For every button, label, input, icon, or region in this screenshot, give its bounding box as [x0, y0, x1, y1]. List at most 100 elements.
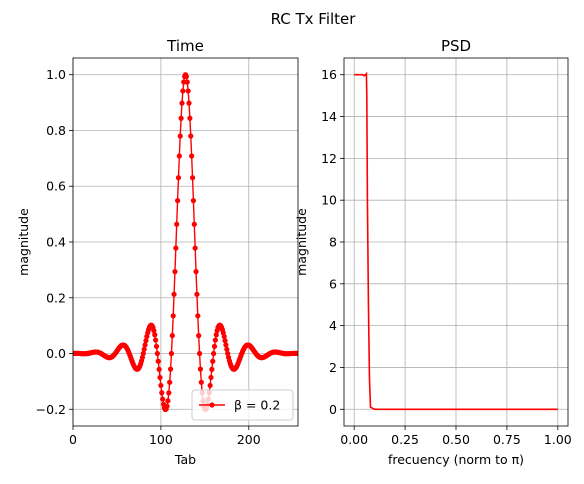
y-tick-label-4: 8	[329, 235, 337, 250]
data-point-142	[195, 313, 201, 319]
y-tick-label-3: 0.4	[46, 235, 66, 250]
data-point-92	[151, 327, 157, 334]
data-point-256	[295, 350, 298, 357]
x-tick-label-0: 0	[69, 432, 77, 447]
y-tick-label-5: 10	[321, 193, 337, 208]
data-point-110	[167, 379, 173, 385]
y-tick-label-2: 4	[329, 318, 337, 333]
data-point-96	[154, 350, 160, 357]
data-point-133	[187, 115, 193, 121]
data-point-80	[140, 350, 146, 357]
y-tick-label-8: 16	[321, 67, 337, 82]
data-point-79	[139, 354, 146, 361]
x-axis-label: Tab	[174, 452, 196, 467]
y-tick-label-6: 1.0	[46, 67, 66, 82]
data-point-95	[153, 343, 160, 349]
panel-title: PSD	[441, 37, 471, 55]
data-point-94	[153, 337, 159, 343]
data-point-81	[141, 346, 147, 352]
data-point-145	[197, 366, 204, 372]
data-point-100	[158, 382, 164, 389]
legend-label: β = 0.2	[234, 398, 280, 413]
x-tick-label-1: 100	[149, 432, 173, 447]
data-point-97	[155, 358, 161, 364]
data-point-136	[189, 175, 196, 181]
data-point-114	[170, 313, 176, 319]
data-point-132	[186, 100, 192, 106]
legend-box	[191, 389, 294, 421]
y-tick-label-0: −0.2	[36, 402, 66, 417]
data-point-161	[211, 343, 218, 349]
time-plot: 0 100 200 −0.2 0.0 0.2 0.4 0.6 0.8 1.0 Time Tab magn…	[16, 37, 299, 467]
data-point-111	[167, 366, 174, 372]
data-point-83	[143, 338, 149, 344]
data-point-82	[142, 342, 148, 348]
x-tick-label-4: 1.00	[544, 432, 572, 447]
data-point-156	[207, 382, 213, 389]
y-tick-label-3: 6	[329, 276, 337, 291]
data-point-146	[198, 379, 204, 385]
figure-suptitle: RC Tx Filter	[271, 10, 357, 28]
x-tick-label-0: 0.00	[340, 432, 368, 447]
data-point-163	[213, 332, 219, 338]
data-point-141	[194, 291, 200, 297]
panel-title: Time	[166, 37, 204, 55]
data-point-175	[224, 346, 230, 352]
data-point-176	[225, 350, 231, 357]
data-point-122	[177, 133, 183, 139]
data-point-112	[168, 350, 175, 357]
data-point-116	[172, 269, 178, 275]
y-tick-label-5: 0.8	[46, 123, 66, 138]
data-point-99	[157, 374, 163, 381]
data-point-143	[196, 333, 202, 339]
plot-frame	[72, 57, 299, 427]
psd-line	[354, 71, 558, 411]
data-point-131	[185, 88, 191, 94]
data-point-109	[166, 390, 172, 396]
data-point-159	[210, 358, 216, 364]
x-tick-label-2: 200	[237, 432, 261, 447]
data-point-102	[160, 396, 166, 402]
data-point-134	[188, 133, 194, 139]
data-point-162	[212, 337, 218, 343]
data-point-107	[164, 403, 170, 409]
data-point-144	[196, 350, 203, 357]
data-point-120	[175, 175, 182, 181]
x-tick-label-3: 0.75	[493, 432, 521, 447]
psd-plot: 0.00 0.25 0.50 0.75 1.00 0 2 4 6 8 10 12 14 16 PSD frec…	[294, 37, 572, 467]
data-point-158	[209, 366, 215, 372]
data-point-129	[183, 73, 189, 80]
data-point-93	[152, 332, 158, 338]
data-point-173	[222, 338, 228, 344]
y-tick-label-1: 0.0	[46, 346, 66, 361]
y-tick-label-6: 12	[321, 151, 337, 166]
data-point-172	[221, 333, 227, 340]
data-point-138	[191, 221, 197, 227]
y-tick-label-7: 14	[321, 109, 337, 124]
x-tick-label-1: 0.25	[391, 432, 419, 447]
x-axis-label: frecuency (norm to π)	[388, 452, 524, 467]
y-tick-label-1: 2	[329, 360, 337, 375]
data-point-130	[184, 79, 190, 85]
data-point-125	[180, 88, 186, 94]
data-point-123	[178, 115, 184, 121]
data-point-140	[193, 269, 199, 275]
data-point-135	[189, 153, 195, 159]
x-tick-label-2: 0.50	[442, 432, 470, 447]
data-point-119	[174, 198, 181, 204]
data-point-160	[211, 350, 217, 357]
y-axis-label: magnitude	[294, 208, 309, 276]
data-point-118	[174, 221, 180, 227]
y-axis-label: magnitude	[16, 208, 31, 276]
data-point-108	[165, 398, 171, 404]
data-point-98	[156, 366, 162, 372]
data-point-115	[171, 291, 177, 297]
data-point-174	[223, 342, 229, 348]
data-point-121	[176, 153, 182, 159]
data-point-113	[169, 333, 175, 339]
data-point-101	[159, 390, 165, 396]
plot-frame	[343, 57, 569, 427]
data-point-137	[190, 198, 197, 204]
y-tick-label-2: 0.2	[46, 290, 66, 305]
